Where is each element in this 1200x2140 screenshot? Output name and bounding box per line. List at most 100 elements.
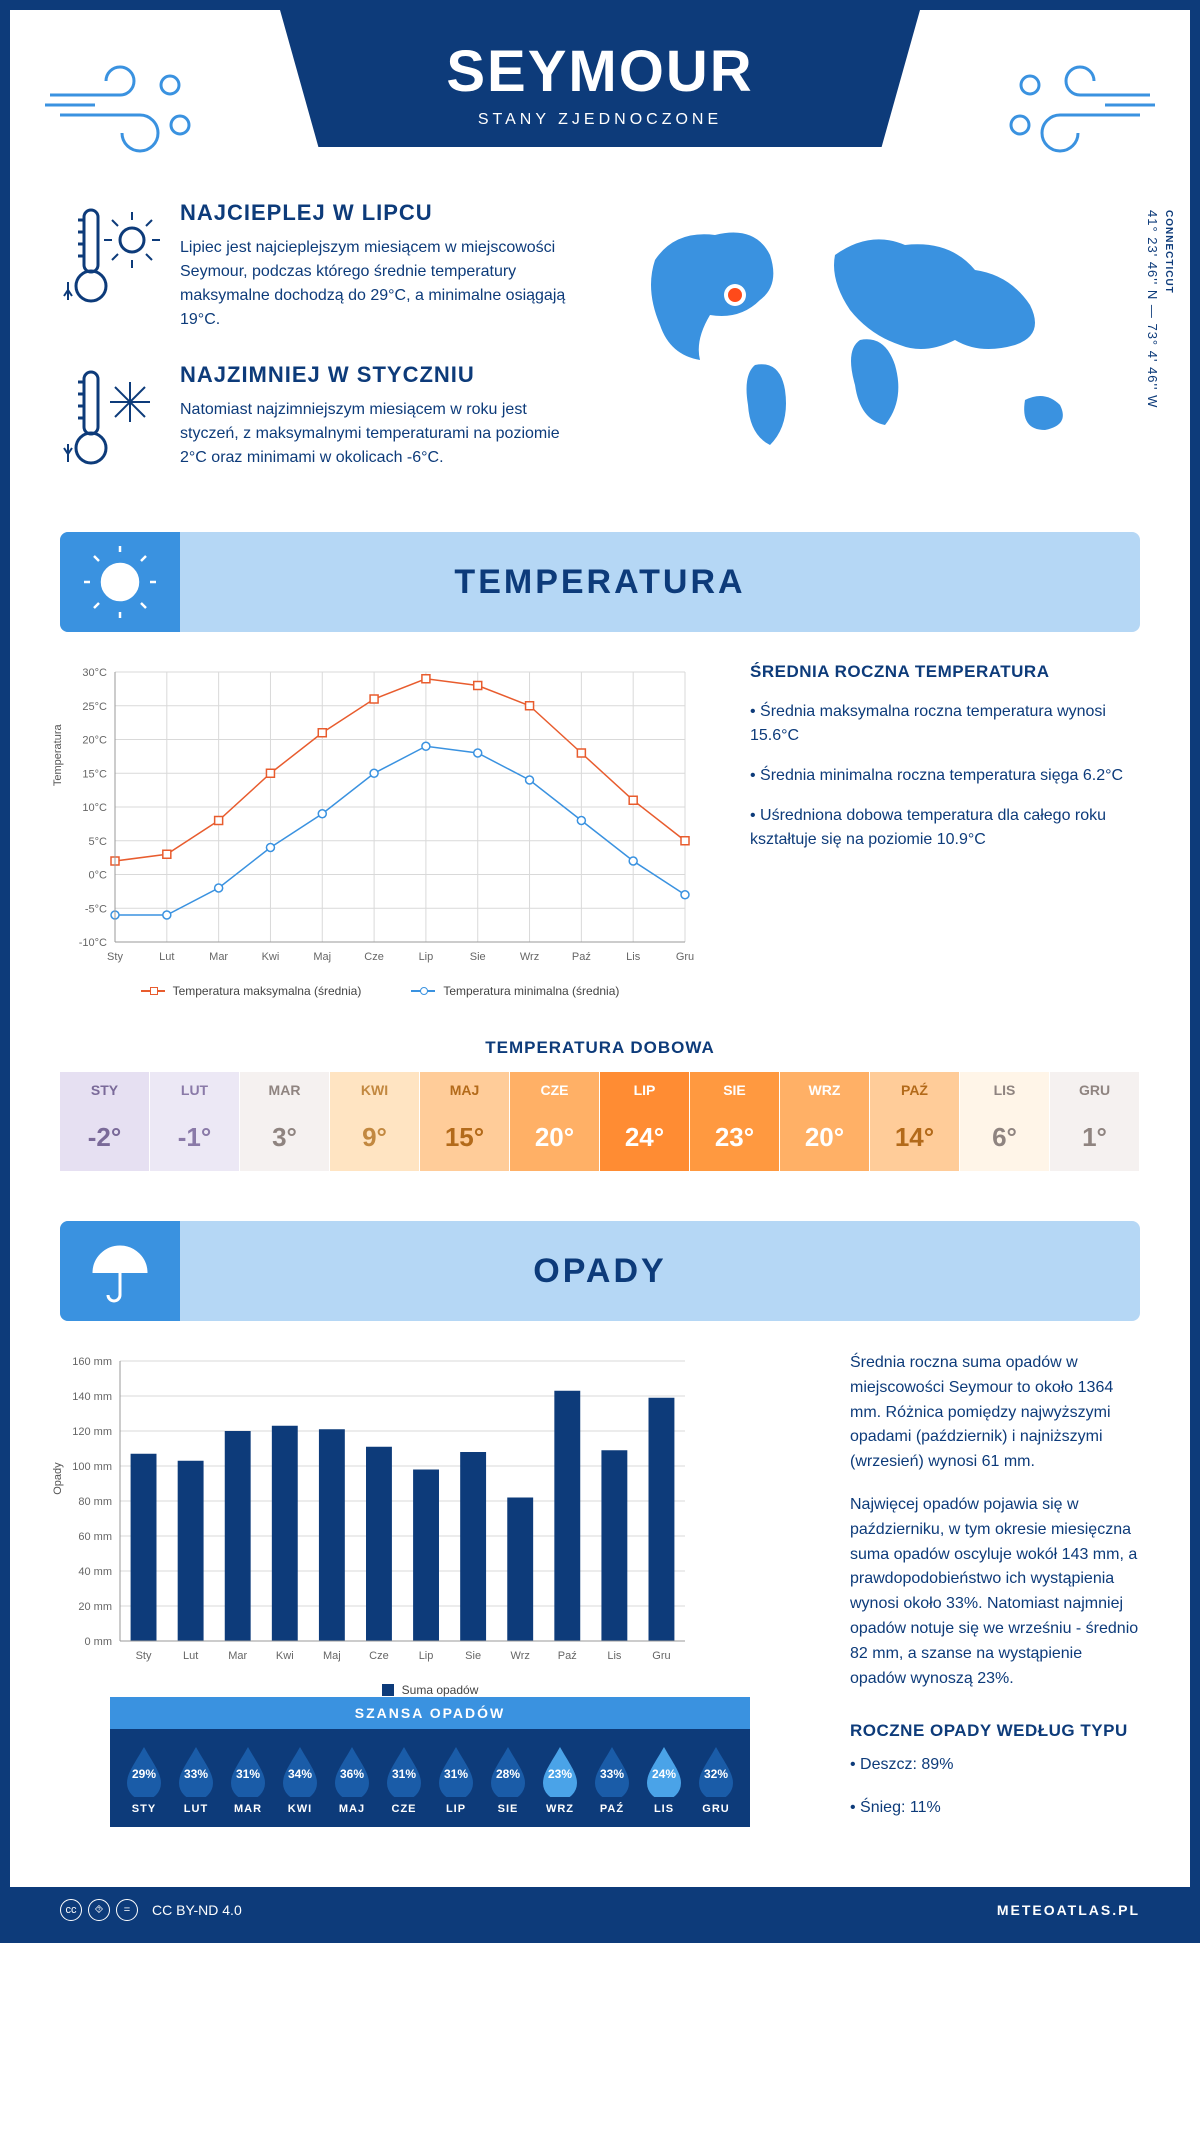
temp-legend: Temperatura maksymalna (średnia) Tempera… [60, 984, 700, 998]
svg-text:Sty: Sty [107, 951, 123, 963]
thermometer-snowflake-icon [60, 362, 160, 472]
intro-section: NAJCIEPLEJ W LIPCU Lipiec jest najcieple… [10, 200, 1190, 532]
svg-text:Sty: Sty [136, 1650, 152, 1662]
svg-text:0°C: 0°C [89, 870, 108, 882]
hot-fact-title: NAJCIEPLEJ W LIPCU [180, 200, 570, 226]
world-map [610, 200, 1140, 480]
precip-type-item: • Śnieg: 11% [850, 1796, 1140, 1821]
svg-text:Kwi: Kwi [276, 1650, 294, 1662]
country-name: STANY ZJEDNOCZONE [280, 111, 920, 129]
daily-cell: LIP24° [600, 1072, 690, 1171]
svg-text:Wrz: Wrz [511, 1650, 530, 1662]
site-name: METEOATLAS.PL [997, 1902, 1140, 1918]
chance-drop: 28%SIE [482, 1745, 534, 1815]
nd-icon: = [116, 1899, 138, 1921]
chance-drop: 31%MAR [222, 1745, 274, 1815]
svg-text:Lip: Lip [419, 951, 434, 963]
thermometer-sun-icon [60, 200, 160, 310]
daily-cell: SIE23° [690, 1072, 780, 1171]
city-name: SEYMOUR [280, 38, 920, 105]
svg-text:Lis: Lis [626, 951, 641, 963]
precipitation-header: OPADY [60, 1221, 1140, 1321]
umbrella-icon [60, 1221, 180, 1321]
svg-text:Cze: Cze [369, 1650, 389, 1662]
temperature-title: TEMPERATURA [454, 563, 745, 602]
legend-max-label: Temperatura maksymalna (średnia) [173, 984, 362, 998]
daily-cell: PAŹ14° [870, 1072, 960, 1171]
daily-cell: MAJ15° [420, 1072, 510, 1171]
region-label: CONNECTICUT [1163, 210, 1174, 294]
svg-text:20 mm: 20 mm [78, 1601, 112, 1613]
svg-text:Lut: Lut [159, 951, 174, 963]
chance-drop: 33%PAŹ [586, 1745, 638, 1815]
temp-bullet: • Uśredniona dobowa temperatura dla całe… [750, 804, 1140, 852]
chance-drop: 36%MAJ [326, 1745, 378, 1815]
svg-text:80 mm: 80 mm [78, 1496, 112, 1508]
precip-legend: Suma opadów [60, 1683, 800, 1697]
hot-fact-text: Lipiec jest najcieplejszym miesiącem w m… [180, 236, 570, 332]
daily-cell: LIS6° [960, 1072, 1050, 1171]
daily-cell: CZE20° [510, 1072, 600, 1171]
cold-fact-title: NAJZIMNIEJ W STYCZNIU [180, 362, 570, 388]
svg-text:-10°C: -10°C [79, 937, 107, 949]
precip-legend-label: Suma opadów [402, 1683, 479, 1697]
svg-text:Cze: Cze [364, 951, 384, 963]
svg-text:25°C: 25°C [82, 701, 107, 713]
precip-y-axis-label: Opady [52, 1462, 64, 1494]
sun-icon [60, 532, 180, 632]
svg-text:-5°C: -5°C [85, 903, 107, 915]
precip-type-item: • Deszcz: 89% [850, 1753, 1140, 1778]
footer: cc ⯑ = CC BY-ND 4.0 METEOATLAS.PL [10, 1887, 1190, 1933]
coordinates: 41° 23' 46'' N — 73° 4' 46'' W [1145, 210, 1160, 408]
precipitation-chance: SZANSA OPADÓW 29%STY33%LUT31%MAR34%KWI36… [110, 1697, 750, 1827]
svg-text:Gru: Gru [652, 1650, 670, 1662]
svg-text:Mar: Mar [209, 951, 228, 963]
svg-text:Maj: Maj [323, 1650, 341, 1662]
hot-fact: NAJCIEPLEJ W LIPCU Lipiec jest najcieple… [60, 200, 570, 332]
chance-drop: 24%LIS [638, 1745, 690, 1815]
temp-text-heading: ŚREDNIA ROCZNA TEMPERATURA [750, 662, 1140, 682]
svg-text:140 mm: 140 mm [72, 1391, 112, 1403]
wind-swirl-icon [1000, 50, 1160, 160]
svg-text:15°C: 15°C [82, 768, 107, 780]
daily-cell: KWI9° [330, 1072, 420, 1171]
chance-drop: 32%GRU [690, 1745, 742, 1815]
precip-type-heading: ROCZNE OPADY WEDŁUG TYPU [850, 1721, 1140, 1741]
daily-cell: GRU1° [1050, 1072, 1140, 1171]
chance-drop: 33%LUT [170, 1745, 222, 1815]
svg-text:0 mm: 0 mm [85, 1636, 113, 1648]
chance-drop: 29%STY [118, 1745, 170, 1815]
svg-text:Gru: Gru [676, 951, 694, 963]
chance-drop: 34%KWI [274, 1745, 326, 1815]
temperature-line-chart: Temperatura -10°C-5°C0°C5°C10°C15°C20°C2… [60, 662, 700, 972]
svg-text:5°C: 5°C [89, 836, 108, 848]
cold-fact-text: Natomiast najzimniejszym miesiącem w rok… [180, 398, 570, 470]
svg-text:20°C: 20°C [82, 735, 107, 747]
daily-temp-title: TEMPERATURA DOBOWA [10, 1038, 1190, 1058]
cold-fact: NAJZIMNIEJ W STYCZNIU Natomiast najzimni… [60, 362, 570, 472]
license-label: CC BY-ND 4.0 [152, 1902, 242, 1918]
svg-text:Lis: Lis [607, 1650, 622, 1662]
chance-drop: 31%CZE [378, 1745, 430, 1815]
temp-y-axis-label: Temperatura [52, 724, 64, 786]
chance-drop: 23%WRZ [534, 1745, 586, 1815]
svg-text:Mar: Mar [228, 1650, 247, 1662]
svg-text:160 mm: 160 mm [72, 1356, 112, 1368]
precipitation-bar-chart: Opady 0 mm20 mm40 mm60 mm80 mm100 mm120 … [60, 1351, 700, 1671]
daily-cell: LUT-1° [150, 1072, 240, 1171]
svg-text:Lip: Lip [419, 1650, 434, 1662]
svg-text:Wrz: Wrz [520, 951, 539, 963]
svg-text:10°C: 10°C [82, 802, 107, 814]
chance-title: SZANSA OPADÓW [110, 1697, 750, 1729]
temp-bullet: • Średnia minimalna roczna temperatura s… [750, 764, 1140, 788]
daily-cell: WRZ20° [780, 1072, 870, 1171]
svg-text:30°C: 30°C [82, 667, 107, 679]
svg-text:Kwi: Kwi [262, 951, 280, 963]
svg-text:Paź: Paź [572, 951, 591, 963]
by-icon: ⯑ [88, 1899, 110, 1921]
svg-text:60 mm: 60 mm [78, 1531, 112, 1543]
cc-icon: cc [60, 1899, 82, 1921]
temperature-header: TEMPERATURA [60, 532, 1140, 632]
precip-paragraph: Najwięcej opadów pojawia się w październ… [850, 1493, 1140, 1691]
svg-text:Sie: Sie [465, 1650, 481, 1662]
